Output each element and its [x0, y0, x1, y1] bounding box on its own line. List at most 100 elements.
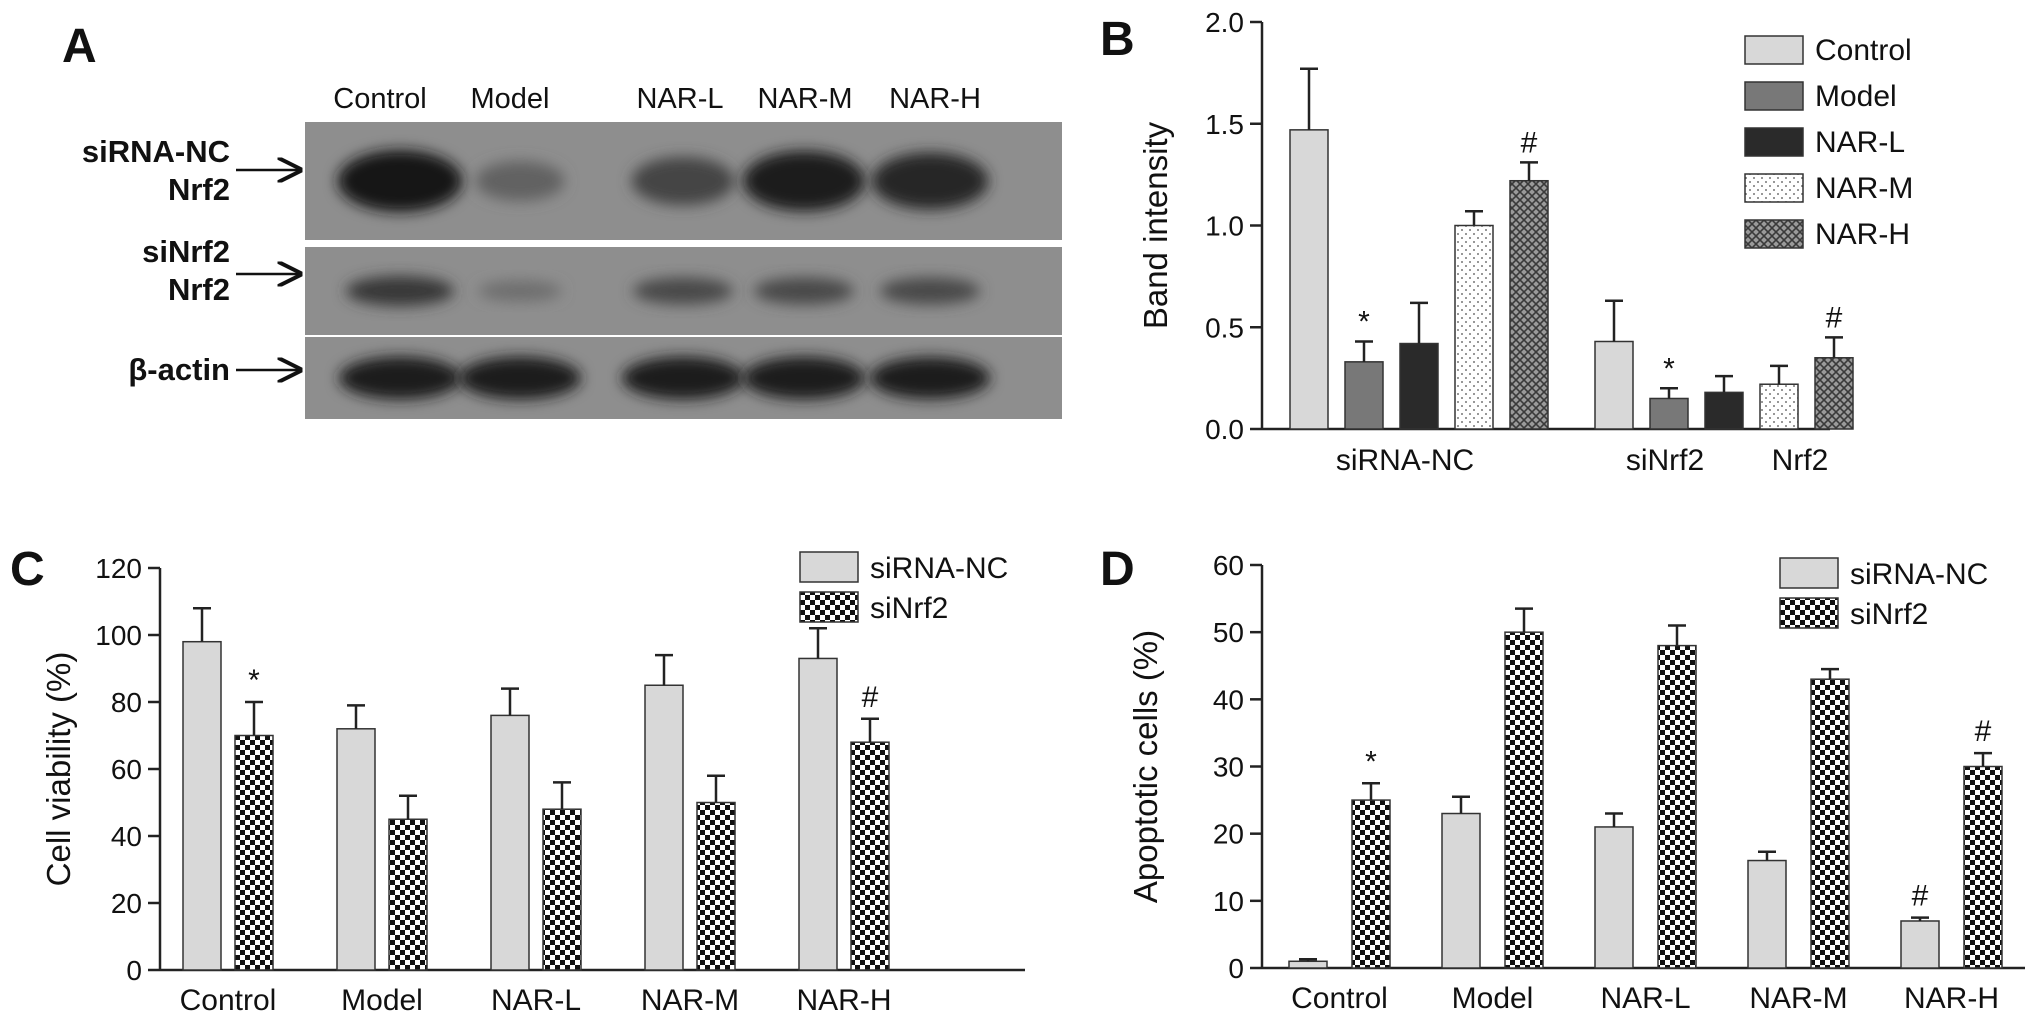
y-tick-label: 0	[1228, 953, 1244, 984]
y-tick-label: 50	[1213, 617, 1244, 648]
group-label: Nrf2	[1772, 444, 1829, 477]
bar-sirna-nc-control	[182, 640, 222, 971]
category-label: NAR-L	[491, 984, 581, 1017]
blot-band	[337, 150, 463, 212]
bar-sinrf2-model	[388, 818, 428, 971]
y-axis-label: Apoptotic cells (%)	[1127, 630, 1164, 903]
bar-sirna-nc-nar-h	[1900, 920, 1940, 969]
y-axis-label: Band intensity	[1137, 121, 1174, 329]
bar-nar-l-1	[1704, 391, 1744, 430]
blot-band	[475, 161, 565, 201]
bar-model-0	[1344, 361, 1384, 430]
group-label: siNrf2	[1626, 444, 1704, 477]
blot-band	[458, 356, 582, 400]
legend-label: Control	[1815, 34, 1912, 67]
panel-label-b: B	[1100, 13, 1135, 66]
y-tick-label: 10	[1213, 886, 1244, 917]
y-tick-label: 20	[1213, 819, 1244, 850]
chart-c-cell-viability: 0 20 40 60 80 100 120 Cell viability (%) Control…	[40, 551, 1025, 1017]
y-tick-label: 60	[1213, 550, 1244, 581]
legend-label: NAR-H	[1815, 218, 1910, 251]
panel-label-c: C	[10, 543, 45, 596]
legend-swatch	[1744, 127, 1804, 157]
bar-sirna-nc-model	[336, 728, 376, 971]
category-label: NAR-M	[1749, 982, 1847, 1015]
bar-sirna-nc-control	[1288, 960, 1328, 969]
y-tick-label: 2.0	[1205, 7, 1244, 38]
lane-label-nar-l: NAR-L	[636, 83, 723, 115]
category-label: NAR-H	[797, 984, 892, 1017]
y-tick-label: 0.5	[1205, 312, 1244, 343]
category-label: Model	[1452, 982, 1534, 1015]
bar-model-1	[1649, 397, 1689, 430]
blot-band	[753, 277, 855, 305]
bar-nar-m-1	[1759, 383, 1799, 430]
significance-mark: *	[248, 664, 260, 697]
legend-label: NAR-L	[1815, 126, 1905, 159]
blot-band	[869, 356, 991, 400]
legend-label: siNrf2	[870, 592, 948, 625]
blot-band	[879, 277, 981, 305]
bar-nar-h-1	[1814, 357, 1854, 430]
group-label: siRNA-NC	[1336, 444, 1474, 477]
significance-mark: #	[1826, 301, 1843, 334]
y-tick-label: 40	[111, 821, 142, 852]
legend-swatch	[1779, 597, 1839, 629]
significance-mark: *	[1365, 745, 1377, 778]
y-tick-label: 40	[1213, 684, 1244, 715]
y-tick-label: 60	[111, 754, 142, 785]
bar-sinrf2-control	[1351, 799, 1391, 969]
y-axis-label: Cell viability (%)	[40, 652, 77, 887]
y-tick-label: 20	[111, 888, 142, 919]
blot-band	[742, 356, 866, 400]
blot-band	[345, 275, 455, 307]
panel-label-d: D	[1100, 543, 1135, 596]
significance-mark: #	[1975, 715, 1992, 748]
bar-sinrf2-nar-l	[542, 808, 582, 971]
row-label-2: β-actin	[128, 352, 230, 387]
significance-mark: *	[1358, 305, 1370, 338]
significance-mark: #	[1912, 880, 1929, 913]
panel-label-a: A	[62, 20, 97, 73]
bar-sirna-nc-nar-m	[1747, 859, 1787, 969]
row-label-0: siRNA-NC	[82, 134, 230, 169]
legend-swatch	[799, 551, 859, 583]
legend-swatch	[799, 591, 859, 623]
blot-band	[478, 280, 562, 302]
blot-band	[871, 152, 989, 210]
category-label: NAR-L	[1600, 982, 1690, 1015]
category-label: NAR-H	[1904, 982, 1999, 1015]
legend-label: siNrf2	[1850, 598, 1928, 631]
lane-label-nar-m: NAR-M	[757, 83, 852, 115]
bar-nar-m-0	[1454, 224, 1494, 430]
bar-sinrf2-nar-l	[1657, 644, 1697, 969]
legend-label: NAR-M	[1815, 172, 1913, 205]
chart-b-band-intensity: 0.0 0.5 1.0 1.5 2.0 Band intensity * # * # siRNA-N…	[1137, 7, 1913, 477]
category-label: Model	[341, 984, 423, 1017]
y-tick-label: 100	[95, 620, 142, 651]
legend-label: siRNA-NC	[1850, 558, 1988, 591]
category-label: Control	[180, 984, 277, 1017]
western-blot-panel: Control Model NAR-L NAR-M NAR-HsiRNA-NCNrf2s…	[82, 83, 1062, 419]
y-tick-label: 120	[95, 553, 142, 584]
bar-sinrf2-nar-m	[696, 801, 736, 971]
bar-nar-h-0	[1509, 179, 1549, 430]
bar-sinrf2-nar-m	[1810, 678, 1850, 969]
legend-swatch	[1744, 219, 1804, 249]
blot-band	[631, 156, 735, 206]
legend-swatch	[1744, 81, 1804, 111]
chart-d-apoptotic-cells: 0 10 20 30 40 50 60 Apoptotic cells (%) Control M…	[1127, 550, 2025, 1015]
legend-swatch	[1779, 557, 1839, 589]
bar-nar-l-0	[1399, 342, 1439, 430]
bar-sinrf2-model	[1504, 631, 1544, 969]
bar-sirna-nc-nar-m	[644, 684, 684, 971]
row-label-1: siNrf2	[142, 234, 230, 269]
bar-sirna-nc-nar-l	[1594, 826, 1634, 969]
lane-label-control: Control	[333, 83, 427, 115]
bar-sinrf2-nar-h	[1963, 765, 2003, 969]
blot-band	[621, 356, 745, 400]
y-tick-label: 1.5	[1205, 109, 1244, 140]
significance-mark: #	[1521, 126, 1538, 159]
blot-band	[632, 277, 734, 305]
